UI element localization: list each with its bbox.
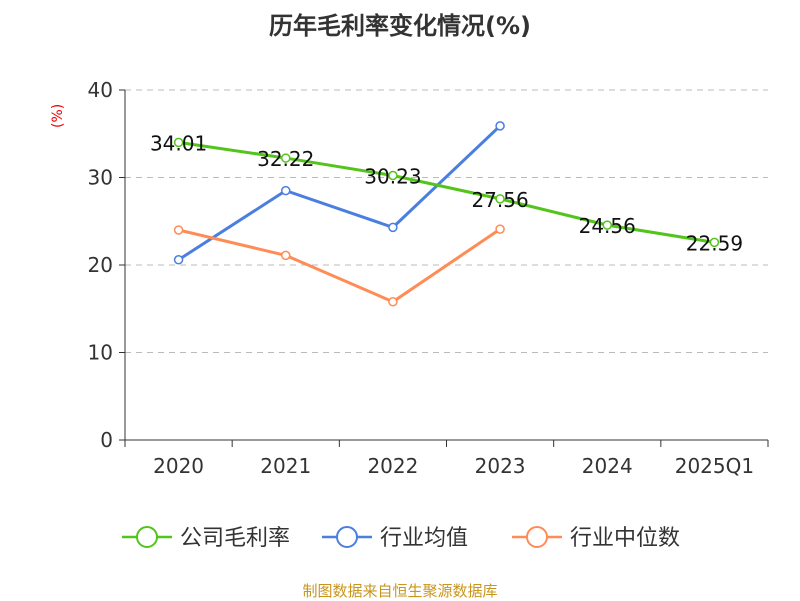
legend-label: 行业中位数 xyxy=(570,526,680,551)
x-tick-label: 2020 xyxy=(153,454,204,478)
data-point xyxy=(388,170,398,181)
legend-label: 公司毛利率 xyxy=(180,526,290,551)
data-point xyxy=(388,297,398,307)
data-label: 34.01 xyxy=(150,131,207,155)
data-label: 30.23 xyxy=(364,164,421,188)
x-tick-label: 2021 xyxy=(260,454,311,478)
data-point xyxy=(495,194,505,204)
y-tick-label: 40 xyxy=(88,78,113,102)
data-label: 32.22 xyxy=(257,147,314,171)
legend-marker xyxy=(136,526,158,548)
legend-marker xyxy=(336,526,358,548)
data-label: 22.59 xyxy=(686,231,743,255)
x-tick-label: 2025Q1 xyxy=(675,454,754,478)
data-point xyxy=(173,137,184,148)
data-point xyxy=(709,237,720,248)
x-tick-label: 2023 xyxy=(475,454,526,478)
data-point xyxy=(281,250,291,261)
y-tick-label: 0 xyxy=(100,428,113,452)
data-point xyxy=(173,225,184,235)
data-label: 27.56 xyxy=(471,188,528,212)
series-line xyxy=(178,227,501,304)
chart-title: 历年毛利率变化情况(%) xyxy=(269,12,531,40)
y-tick-label: 30 xyxy=(88,166,113,190)
series-line xyxy=(178,140,715,244)
y-tick-label: 20 xyxy=(88,253,113,277)
x-tick-label: 2024 xyxy=(582,454,633,478)
legend-marker xyxy=(526,526,548,548)
data-point xyxy=(388,222,398,233)
legend-label: 行业均值 xyxy=(380,526,468,551)
data-point xyxy=(495,224,505,234)
data-label: 24.56 xyxy=(579,214,636,238)
y-tick-label: 10 xyxy=(88,341,113,365)
data-point xyxy=(495,121,505,131)
source-note: 制图数据来自恒生聚源数据库 xyxy=(302,582,498,600)
series-line xyxy=(177,124,502,262)
x-tick-label: 2022 xyxy=(367,454,418,478)
data-point xyxy=(602,220,612,230)
data-point xyxy=(281,153,291,163)
data-point xyxy=(281,185,291,196)
data-point xyxy=(173,255,184,265)
